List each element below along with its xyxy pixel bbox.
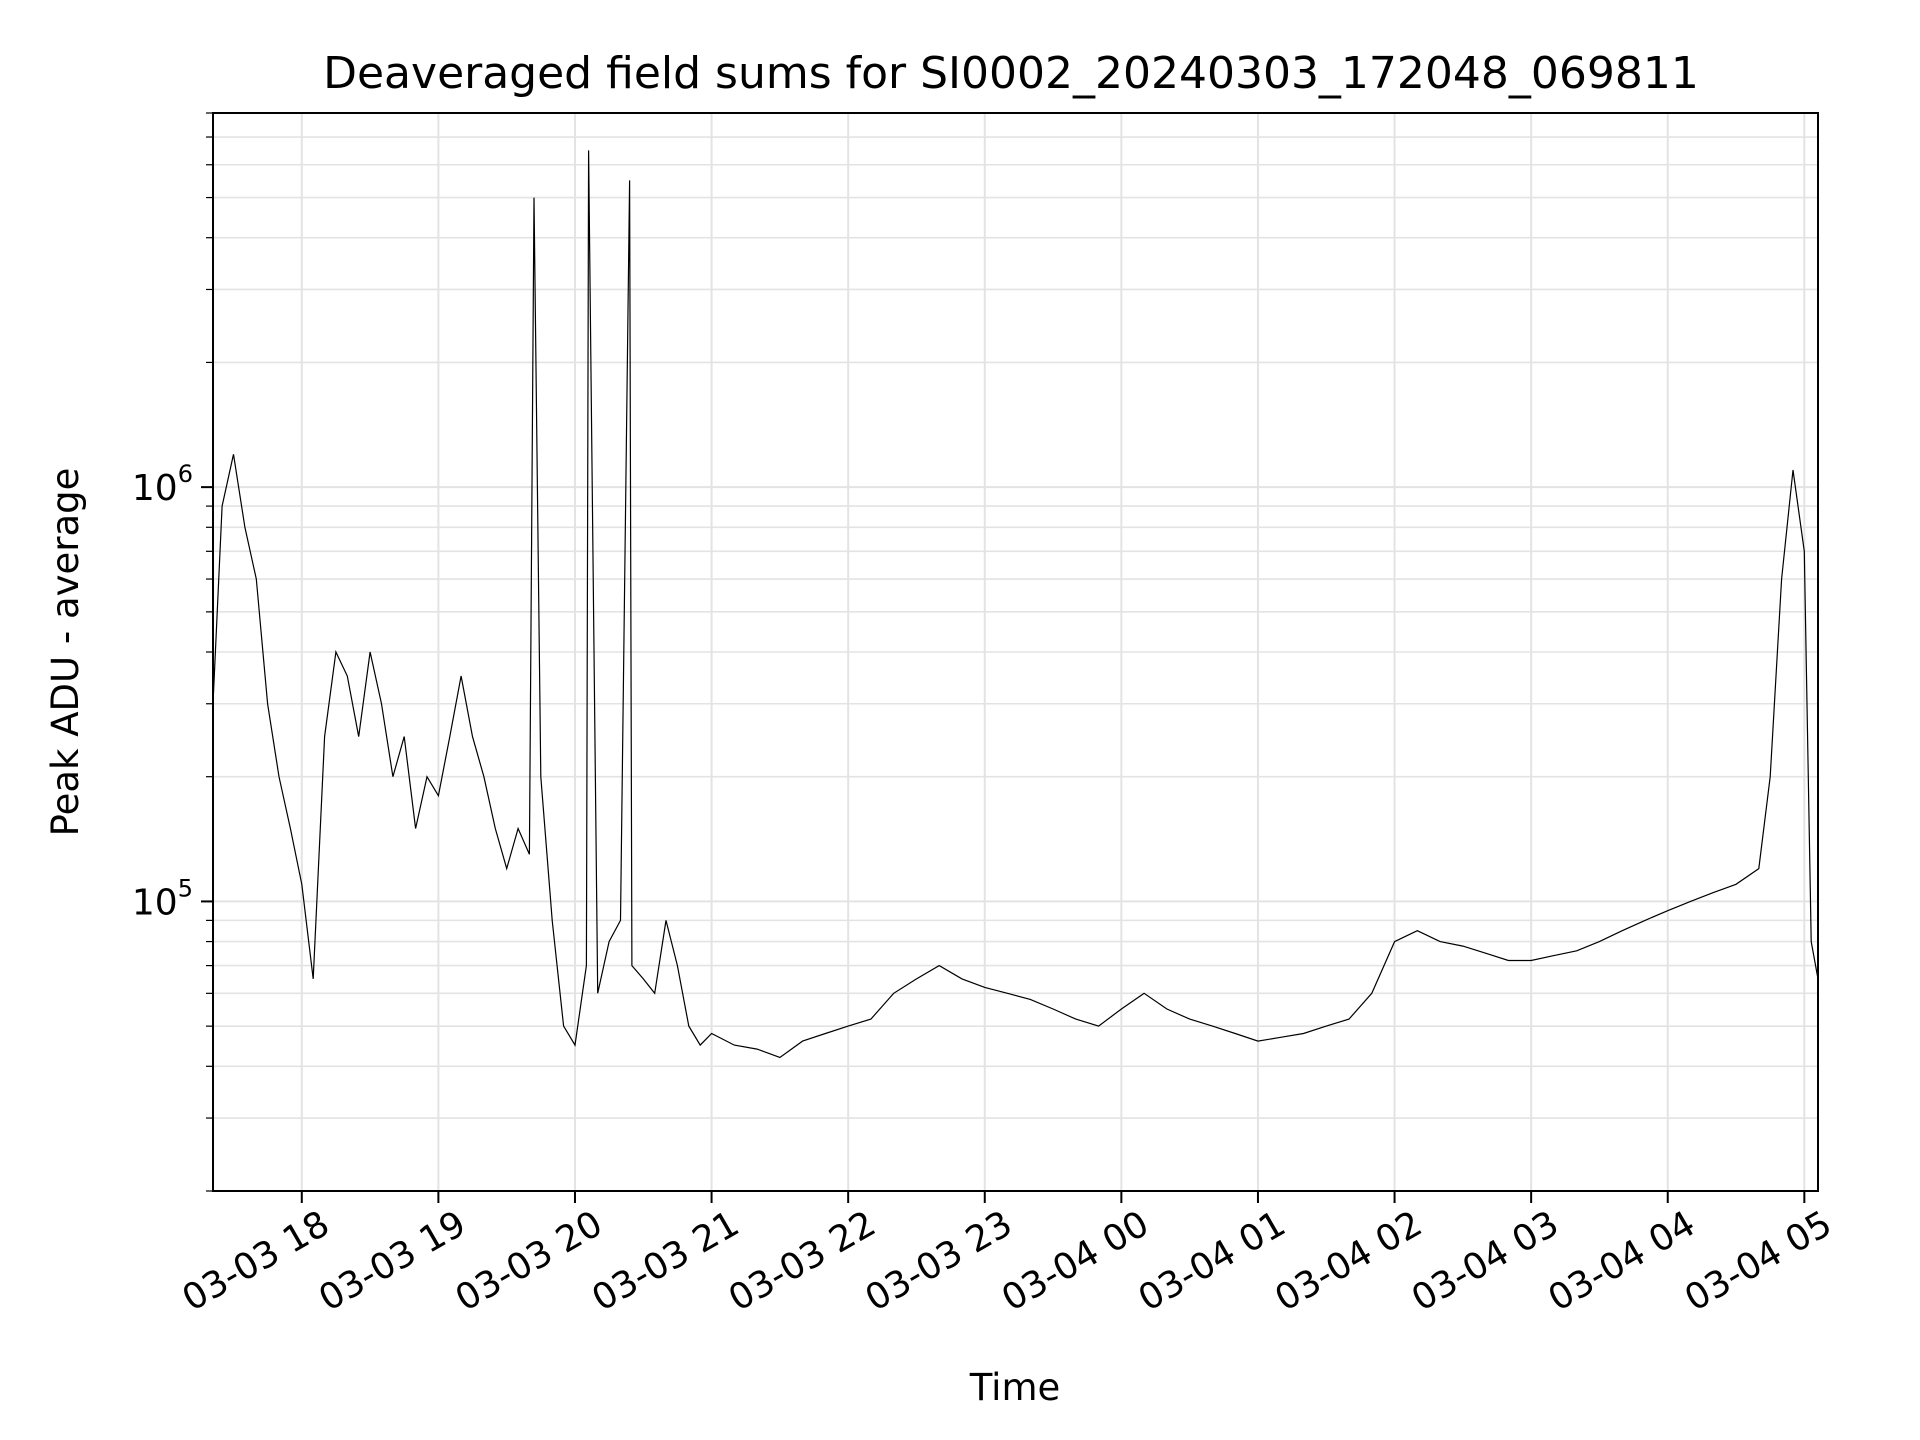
- chart-title: Deaveraged field sums for SI0002_2024030…: [323, 48, 1699, 99]
- series-line: [212, 150, 1819, 1059]
- series-layer: [212, 150, 1819, 1059]
- y-tick-label: 105: [132, 874, 193, 923]
- x-axis-label: Time: [969, 1366, 1061, 1409]
- y-axis-label: Peak ADU - average: [44, 468, 87, 837]
- y-tick-label: 106: [132, 460, 193, 509]
- grid: [213, 112, 1818, 1192]
